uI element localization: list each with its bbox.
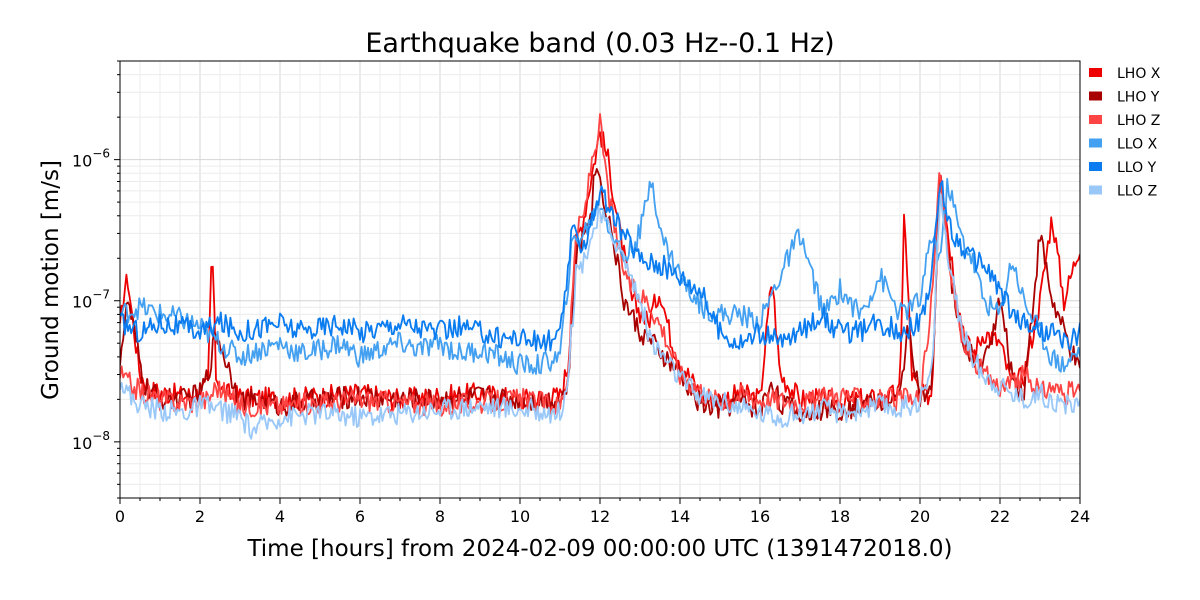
x-tick-label: 2 <box>195 507 205 526</box>
y-axis-label: Ground motion [m/s] <box>38 160 64 400</box>
legend-swatch <box>1089 162 1102 171</box>
chart-title: Earthquake band (0.03 Hz--0.1 Hz) <box>365 28 834 59</box>
legend-item: LLO Y <box>1089 160 1157 176</box>
legend-swatch <box>1089 115 1102 124</box>
legend-item: LHO Z <box>1089 113 1160 129</box>
x-tick-label: 22 <box>990 507 1010 526</box>
legend-label: LHO Y <box>1117 90 1160 106</box>
x-tick-label: 16 <box>750 507 770 526</box>
y-tick-label: 10−8 <box>72 429 110 453</box>
y-tick-label: 10−7 <box>72 288 110 312</box>
legend-label: LHO X <box>1117 66 1161 82</box>
x-tick-label: 20 <box>910 507 930 526</box>
legend-label: LLO Y <box>1117 160 1157 176</box>
legend-swatch <box>1089 138 1102 148</box>
x-tick-label: 4 <box>275 507 285 526</box>
x-tick-label: 12 <box>590 507 610 526</box>
legend-label: LLO Z <box>1117 184 1157 200</box>
x-tick-label: 18 <box>830 507 850 526</box>
x-axis-label: Time [hours] from 2024-02-09 00:00:00 UT… <box>246 536 952 562</box>
legend-swatch <box>1089 91 1102 101</box>
series-line-llo-z <box>120 193 1080 440</box>
x-tick-label: 24 <box>1070 507 1090 526</box>
x-tick-label: 10 <box>510 507 530 526</box>
x-tick-label: 0 <box>115 507 125 526</box>
legend-item: LHO Y <box>1089 90 1160 106</box>
legend-label: LLO X <box>1117 137 1158 153</box>
legend: LHO X LHO Y LHO Z LLO X LLO Y LLO Z <box>1089 66 1161 200</box>
x-tick-label: 6 <box>355 507 365 526</box>
y-tick-label: 10−6 <box>72 147 110 171</box>
legend-item: LHO X <box>1089 66 1161 82</box>
x-tick-label: 8 <box>435 507 445 526</box>
x-tick-label: 14 <box>670 507 690 526</box>
legend-swatch <box>1089 68 1102 77</box>
legend-label: LHO Z <box>1117 113 1160 129</box>
legend-swatch <box>1089 185 1102 195</box>
series-line-llo-x <box>120 177 1080 375</box>
legend-item: LLO X <box>1089 137 1158 153</box>
series-line-llo-y <box>120 180 1080 352</box>
series-layer <box>120 113 1080 440</box>
legend-item: LLO Z <box>1089 184 1157 200</box>
